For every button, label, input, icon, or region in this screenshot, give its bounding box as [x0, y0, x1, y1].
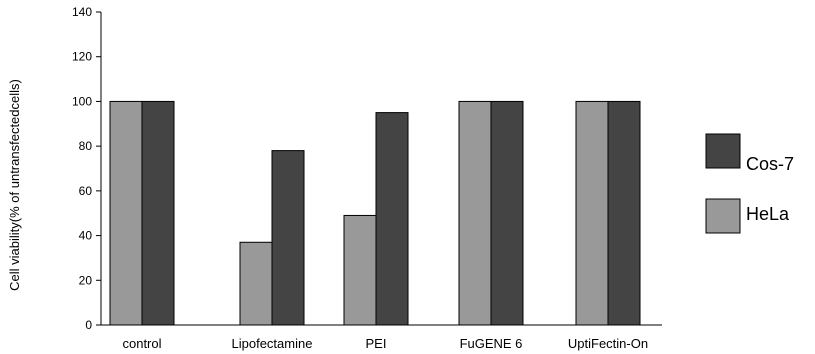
x-tick-label: control: [122, 336, 161, 351]
bar-hela-3: [458, 100, 492, 326]
bar-cos-7-2: [375, 112, 409, 326]
y-tick-label: 40: [79, 229, 93, 243]
y-tick-label: 80: [79, 139, 93, 153]
bar-hela-0: [109, 100, 143, 326]
bar-cos-7-0: [141, 100, 175, 326]
y-tick-label: 20: [79, 273, 93, 287]
bar-cos-7-3: [490, 100, 524, 326]
bar-hela-4: [575, 100, 609, 326]
x-tick-label: UptiFectin-On: [568, 336, 648, 351]
y-axis-label: Cell viability(% of untransfectedcells): [7, 79, 22, 291]
y-tick-label: 60: [79, 184, 93, 198]
bars: [109, 100, 641, 326]
y-tick-label: 0: [85, 318, 92, 332]
legend-swatch-cos-7: [705, 133, 741, 169]
legend-swatch-hela: [705, 198, 741, 234]
bar-cos-7-4: [607, 100, 641, 326]
x-tick-label: Lipofectamine: [232, 336, 313, 351]
y-tick-label: 100: [72, 94, 92, 108]
legend-label: Cos-7: [746, 154, 794, 174]
x-tick-label: PEI: [366, 336, 387, 351]
legend-label: HeLa: [746, 204, 790, 224]
y-ticks: 0 20 40 60 80 100 120 140: [72, 5, 101, 332]
bar-hela-1: [239, 241, 273, 326]
legend: Cos-7 HeLa: [705, 133, 794, 234]
bar-cos-7-1: [271, 150, 305, 326]
bar-hela-2: [343, 214, 377, 326]
y-tick-label: 120: [72, 50, 92, 64]
x-tick-labels: control Lipofectamine PEI FuGENE 6 UptiFecti…: [122, 336, 648, 351]
y-tick-label: 140: [72, 5, 92, 19]
x-tick-label: FuGENE 6: [460, 336, 523, 351]
